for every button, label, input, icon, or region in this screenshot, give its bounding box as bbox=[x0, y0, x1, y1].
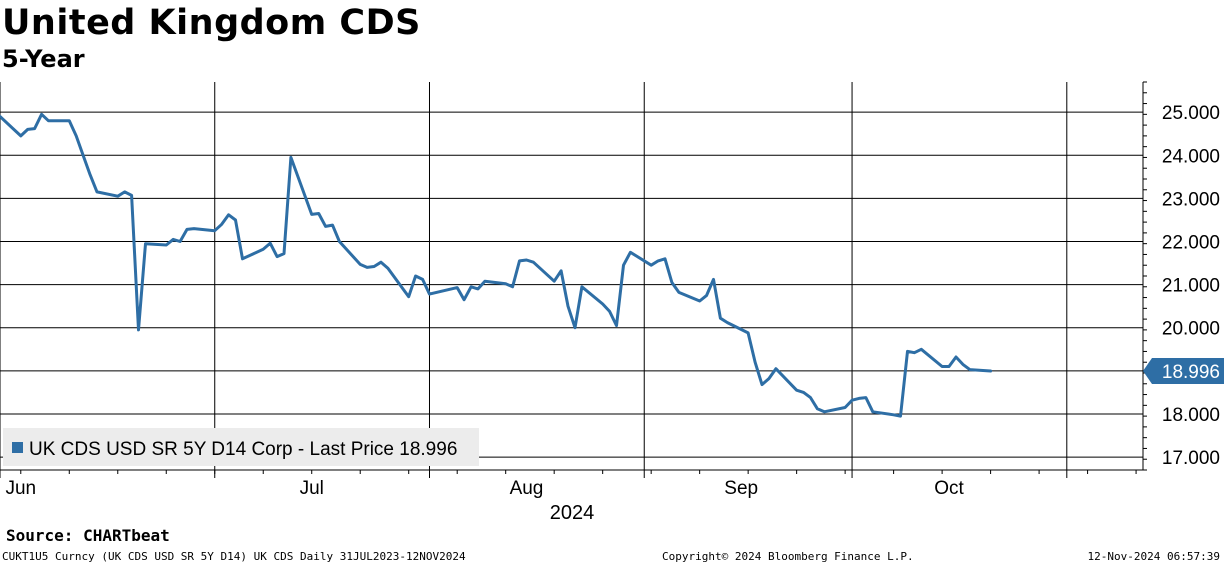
legend: UK CDS USD SR 5Y D14 Corp - Last Price 1… bbox=[3, 428, 479, 466]
timestamp: 12-Nov-2024 06:57:39 bbox=[1087, 550, 1220, 563]
copyright-notice: Copyright© 2024 Bloomberg Finance L.P. bbox=[662, 550, 914, 563]
y-tick-label: 22.000 bbox=[1162, 233, 1220, 254]
y-tick-label: 25.000 bbox=[1162, 103, 1220, 124]
y-tick-label: 24.000 bbox=[1162, 146, 1220, 167]
last-price-box bbox=[1143, 358, 1224, 385]
y-tick-label: 21.000 bbox=[1162, 276, 1220, 297]
last-price-label: 18.996 bbox=[1162, 362, 1220, 383]
x-axis-title: 2024 bbox=[550, 502, 595, 524]
y-axis: 17.00018.00019.00020.00021.00022.00023.0… bbox=[1142, 81, 1220, 471]
y-tick-label: 17.000 bbox=[1162, 448, 1220, 469]
series-layer bbox=[0, 112, 993, 418]
chart-title: United Kingdom CDS bbox=[2, 3, 421, 43]
legend-background bbox=[3, 428, 479, 466]
y-tick-label: 20.000 bbox=[1162, 319, 1220, 340]
x-tick-label: Oct bbox=[934, 478, 964, 499]
security-description: CUKT1U5 Curncy (UK CDS USD SR 5Y D14) UK… bbox=[2, 550, 466, 563]
y-tick-label: 23.000 bbox=[1162, 189, 1220, 210]
grid-layer bbox=[0, 82, 1143, 470]
chart-subtitle: 5-Year bbox=[2, 45, 85, 73]
source-label: Source: CHARTbeat bbox=[6, 526, 170, 545]
series-line bbox=[0, 112, 993, 418]
legend-swatch bbox=[12, 442, 23, 453]
x-tick-label: Jun bbox=[5, 478, 36, 499]
x-tick-label: Sep bbox=[724, 478, 758, 499]
x-axis: Jun Jul Aug Sep Oct bbox=[0, 469, 1143, 499]
x-tick-label: Aug bbox=[510, 478, 544, 499]
x-tick-label: Jul bbox=[300, 478, 324, 499]
legend-entry: UK CDS USD SR 5Y D14 Corp - Last Price 1… bbox=[29, 439, 457, 460]
last-price-marker: 18.996 bbox=[1143, 358, 1224, 385]
y-tick-label: 18.000 bbox=[1162, 405, 1220, 426]
